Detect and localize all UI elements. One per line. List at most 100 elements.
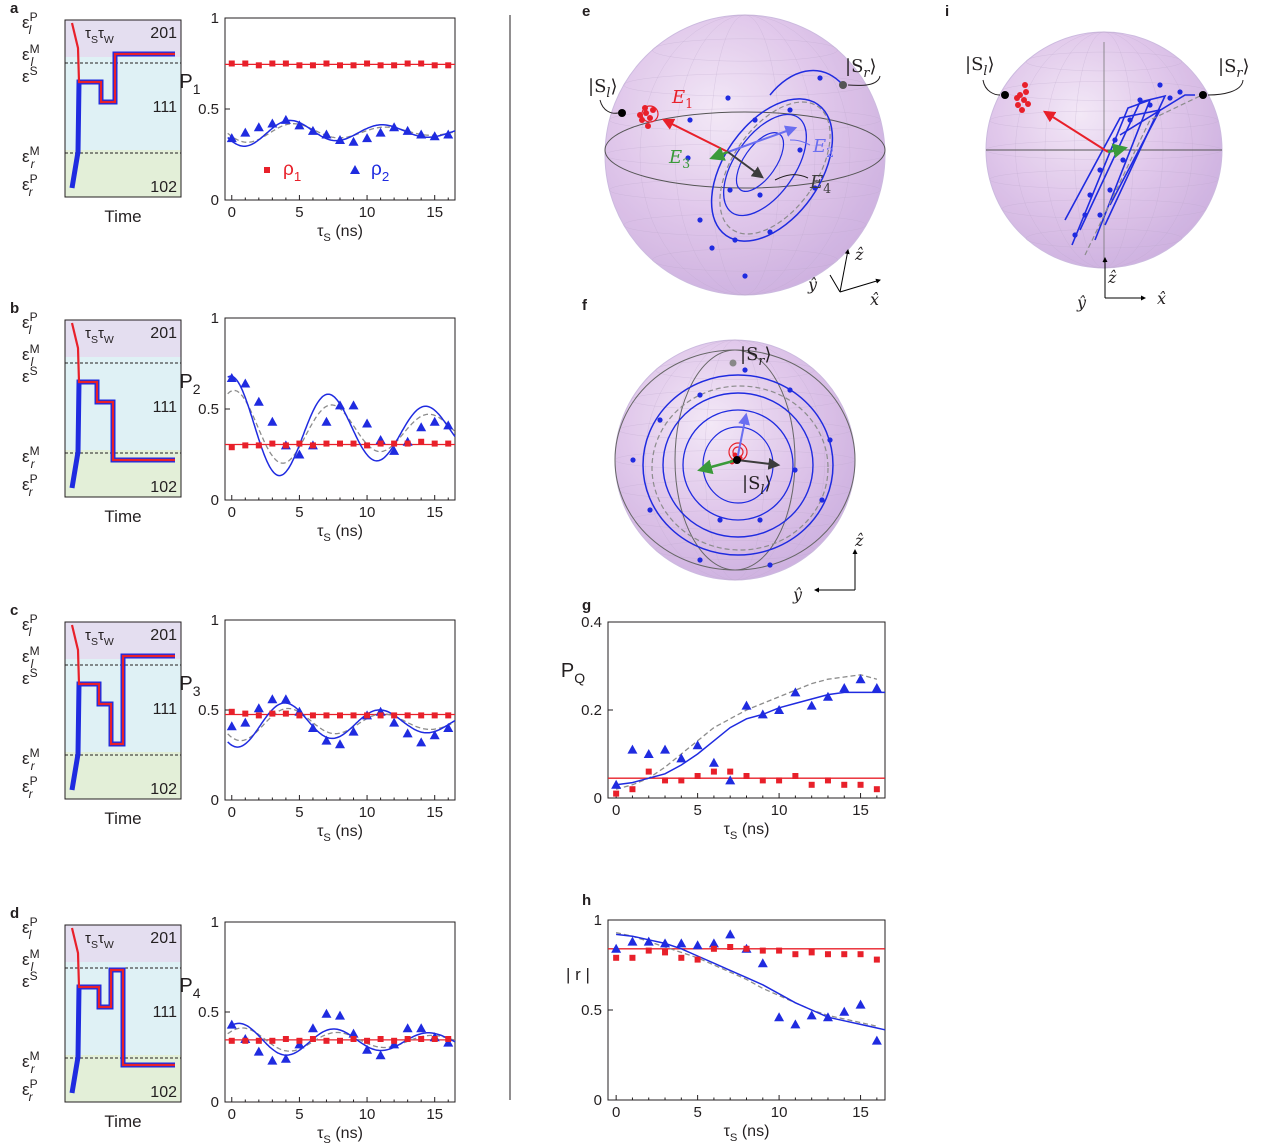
point-rho1 [309,1036,316,1042]
point-rho2 [1097,212,1103,218]
leader-E4 [774,174,809,181]
point-rho1 [613,954,620,961]
equator [604,111,886,189]
region-label-111: 111 [153,1004,177,1021]
point-rho1 [808,949,815,956]
point-rho1 [242,60,249,67]
xtick-label: 15 [426,204,443,221]
point-rho1 [364,1037,371,1044]
point-rho2 [267,694,278,704]
state-dot-right [729,359,737,367]
trace-rho1 [70,624,175,746]
point-rho2 [335,134,345,144]
point-rho1 [255,442,262,449]
point-rho2 [1120,157,1126,163]
mesh-line [655,540,815,560]
y-axis-label: | r | [566,965,590,984]
ytick-label: 0.2 [581,702,602,719]
region-label-201: 201 [150,930,177,947]
point-rho2 [757,517,763,523]
point-rho2 [335,739,345,749]
point-rho2 [855,674,866,684]
point-rho2 [226,721,237,731]
point-rho1 [309,442,316,449]
vector-E1 [661,118,729,153]
mesh-line [630,510,840,530]
trajectory-dashed [719,101,831,235]
chart-b: 1 0.5 00 5 10 15 τS (ns) P2 [179,310,456,544]
point-rho1 [1025,101,1031,107]
dashed-fit-rho2 [227,1027,456,1052]
level-label-r-M: εM r [22,746,40,773]
fit-line-rho2 [227,1022,456,1056]
axis-y-label: ŷ [792,585,803,604]
point-rho1 [841,951,848,958]
vector-E3 [709,146,729,161]
point-rho2 [839,1006,850,1016]
point-rho2 [443,723,454,732]
mesh-line [644,339,826,581]
point-rho1 [269,1037,276,1044]
point-rho1 [309,62,316,69]
point-rho2 [443,1037,454,1047]
point-rho1 [228,60,235,67]
y-axis-label: P4 [179,975,200,1001]
point-rho2 [1072,232,1078,238]
trajectory-rho2 [1119,94,1195,136]
point-rho2 [806,1010,817,1020]
point-rho1 [1022,82,1028,88]
level-label-r-P: εP r [22,774,38,801]
level-label-r-P: εP r [22,1077,38,1104]
point-rho2 [757,709,768,719]
xtick-label: 10 [359,804,376,821]
level-label-l-P: εP l [22,612,38,639]
point-rho1 [824,951,831,958]
trajectory-rho2 [710,98,834,242]
point-rho1 [1021,97,1027,103]
point-rho1 [759,947,766,954]
point-rho1 [282,442,289,449]
point-rho1 [323,60,330,67]
point-rho1 [242,710,249,717]
point-rho2 [443,420,454,430]
panel-letter-g: g [582,597,591,614]
point-rho1 [337,712,343,719]
point-rho1 [792,773,799,779]
point-rho2 [819,497,825,503]
point-rho1 [710,945,717,952]
x-axis-label: τS (ns) [724,821,770,842]
axis-y-arrow [829,274,841,293]
point-rho1 [269,440,276,447]
point-rho1 [431,712,438,719]
point-rho2 [321,1008,332,1018]
level-label-r-M: εM r [22,1049,40,1076]
level-label-l-P: εP l [22,310,38,337]
trajectory-rho2 [1064,108,1162,221]
point-rho1 [391,440,398,447]
vector-E4 [736,457,781,470]
point-rho2 [416,129,427,139]
point-rho2 [348,400,359,410]
y-axis-label: P1 [179,71,200,97]
point-rho2 [709,245,715,251]
point-rho2 [643,936,654,946]
label-E1: E1 [671,87,693,111]
dashed-fit-rho2 [227,389,456,464]
plot-frame [224,17,456,201]
bloch-sphere-f [614,339,856,581]
point-rho2 [416,422,427,432]
point-rho2 [389,122,400,132]
point-rho1 [418,60,425,67]
ytick-label: 0.5 [581,1002,602,1019]
time-label: Time [104,809,141,828]
point-rho1 [364,442,371,449]
point-rho2 [611,779,622,789]
point-rho2 [757,958,768,968]
point-rho2 [774,1012,785,1022]
point-rho2 [1177,89,1183,95]
axes-i: ẑ ŷ x̂ [1076,257,1166,312]
point-rho2 [827,437,833,443]
axis-y-label: ŷ [807,275,818,294]
trajectory-dashed [651,385,829,551]
